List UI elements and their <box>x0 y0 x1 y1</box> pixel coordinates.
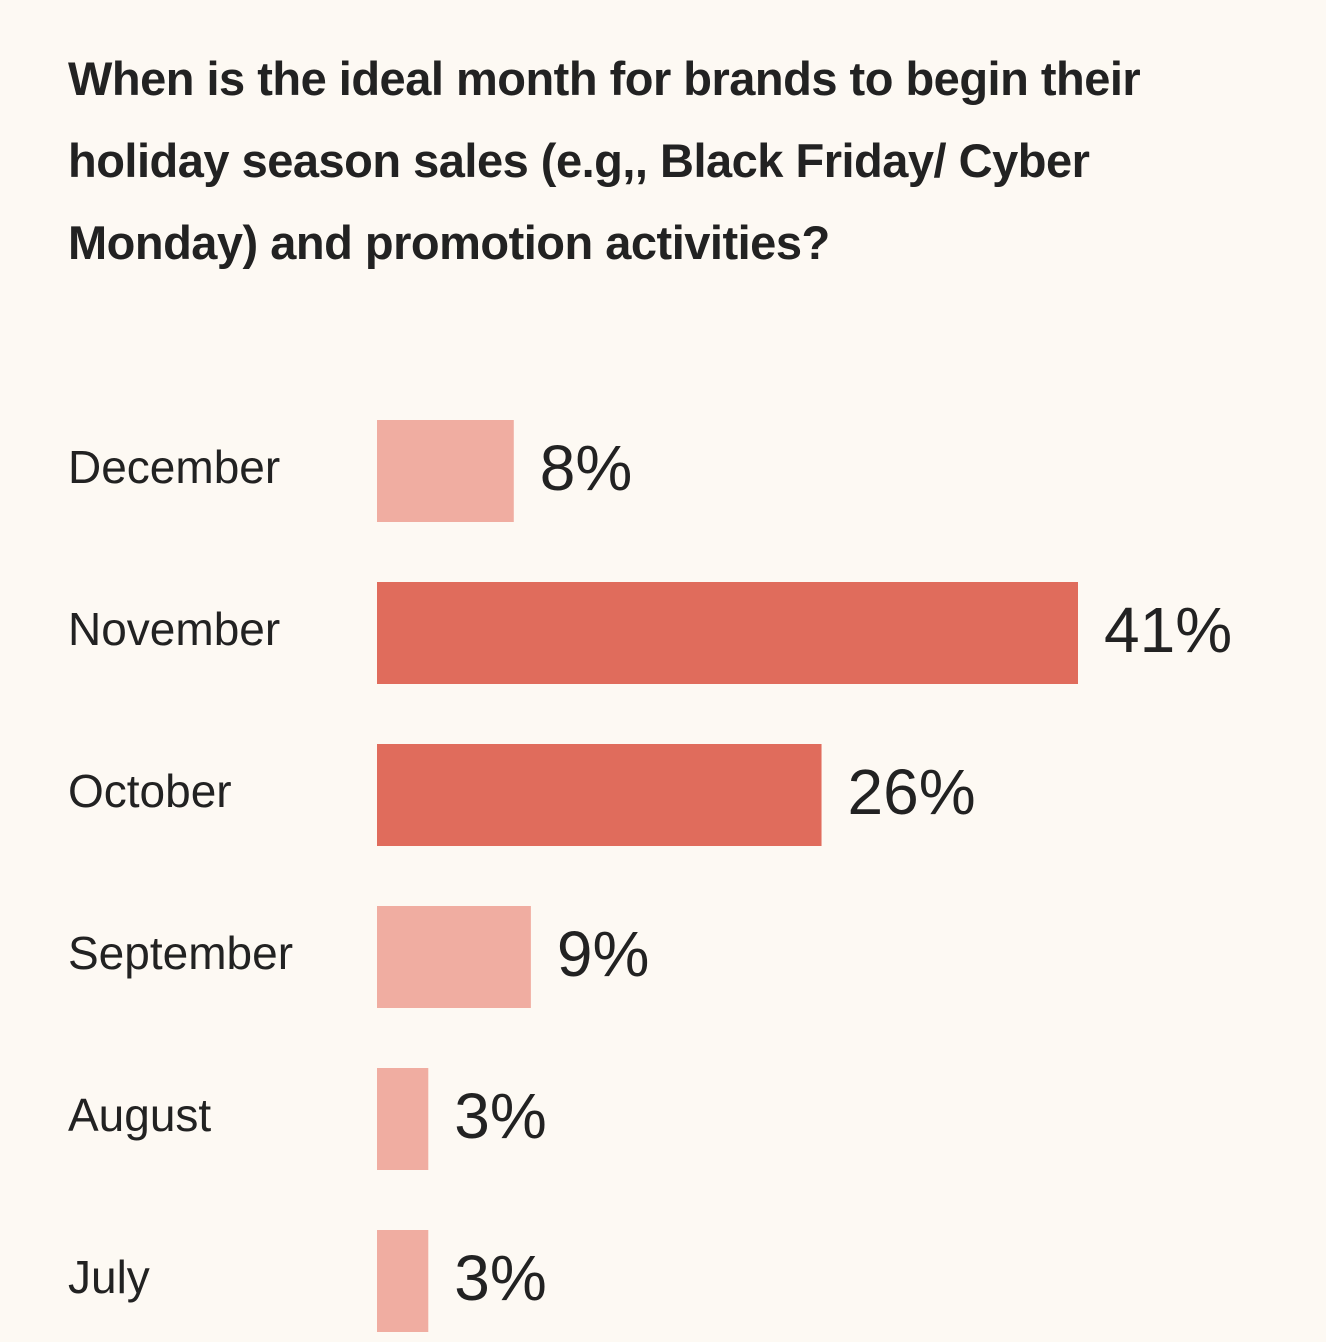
bar <box>377 1068 429 1170</box>
bar <box>377 1230 429 1332</box>
bar <box>377 420 514 522</box>
chart-title: When is the ideal month for brands to be… <box>68 52 1141 269</box>
category-label: December <box>68 441 280 493</box>
category-label: October <box>68 765 232 817</box>
bar <box>377 744 822 846</box>
value-label: 41% <box>1104 594 1232 666</box>
category-label: September <box>68 927 293 979</box>
category-label: November <box>68 603 280 655</box>
value-label: 8% <box>540 432 633 504</box>
category-label: August <box>68 1089 211 1141</box>
category-label: July <box>68 1251 150 1303</box>
bar <box>377 906 531 1008</box>
bar <box>377 582 1078 684</box>
value-label: 3% <box>454 1242 547 1314</box>
value-label: 26% <box>848 756 976 828</box>
value-label: 9% <box>557 918 650 990</box>
value-label: 3% <box>454 1080 547 1152</box>
